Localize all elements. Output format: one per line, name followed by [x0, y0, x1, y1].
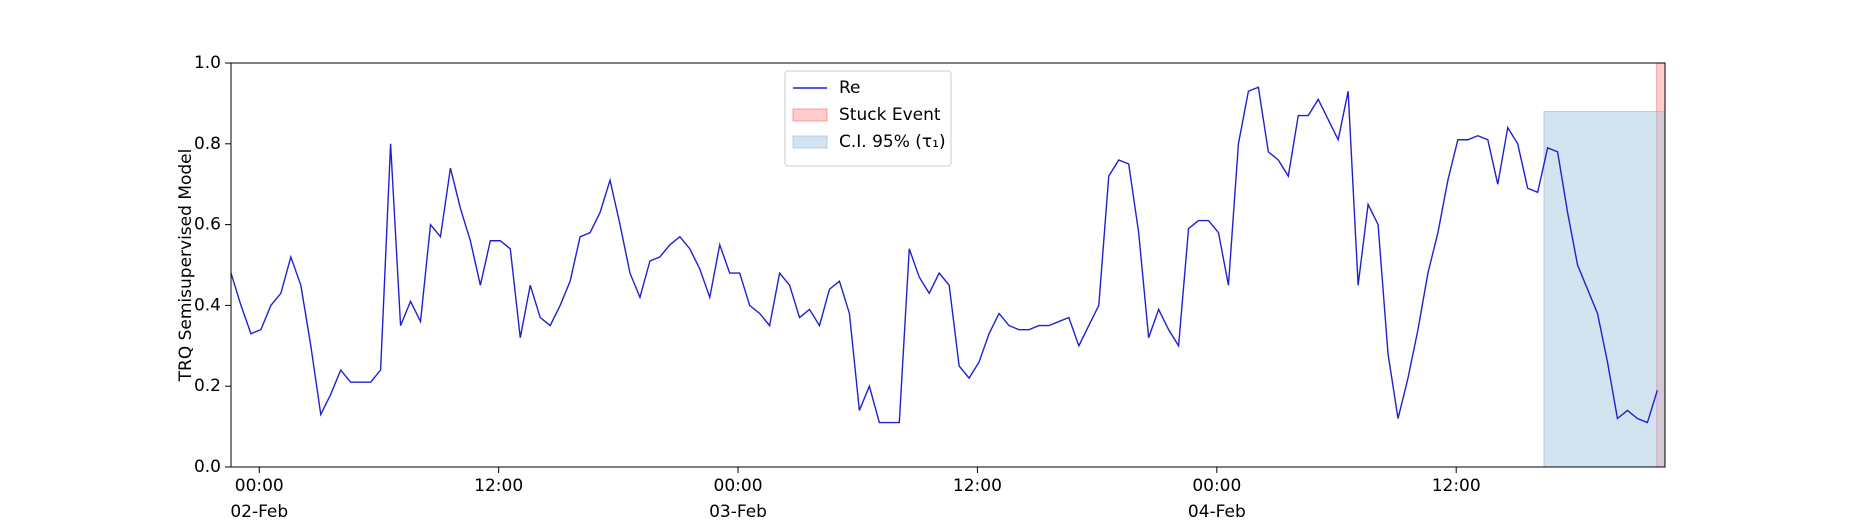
y-tick-label: 0.4 [194, 295, 221, 315]
legend-label: C.I. 95% (τ₁) [839, 132, 946, 152]
x-tick-label: 00:00 04-Feb [1188, 476, 1246, 522]
band [1543, 110, 1666, 468]
legend-swatch [792, 135, 828, 149]
y-tick-label: 0.8 [194, 134, 221, 154]
legend: Re Stuck Event C.I. 95% (τ₁) [784, 70, 952, 167]
legend-label: Stuck Event [839, 105, 941, 125]
legend-swatch [792, 108, 828, 122]
x-tick-label: 12:00 [953, 476, 1002, 496]
x-tick-label: 00:00 03-Feb [709, 476, 767, 522]
y-tick-label: 0.0 [194, 457, 221, 477]
data-line [230, 86, 1659, 424]
x-tick-label: 12:00 [474, 476, 523, 496]
y-axis-label: TRQ Semisupervised Model [176, 149, 196, 383]
legend-label: Re [839, 78, 861, 98]
plot-frame [230, 62, 1666, 468]
x-tick-label: 12:00 [1432, 476, 1481, 496]
y-tick-label: 0.2 [194, 376, 221, 396]
y-tick-label: 0.6 [194, 215, 221, 235]
y-tick-label: 1.0 [194, 53, 221, 73]
